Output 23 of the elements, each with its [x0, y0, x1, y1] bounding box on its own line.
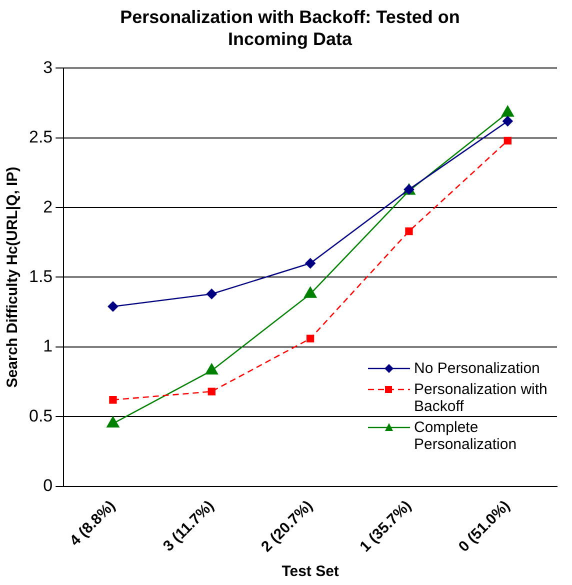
point — [306, 334, 314, 342]
point — [109, 396, 117, 404]
legend-label: Complete Personalization — [414, 419, 518, 453]
point — [502, 116, 513, 126]
point — [504, 136, 512, 144]
y-tick-label: 0.5 — [28, 406, 53, 426]
legend-label: Personalization with Backoff — [414, 381, 548, 415]
chart-title: Personalization with Backoff: Tested on Incoming Data — [119, 6, 461, 50]
y-tick-label: 1 — [43, 336, 53, 356]
point — [208, 388, 216, 396]
point — [305, 258, 316, 268]
y-axis-title: Search Difficulty Hc(URL|Q, IP) — [4, 166, 22, 388]
y-tick-label: 1.5 — [28, 266, 53, 286]
y-tick-label: 0 — [43, 476, 53, 495]
y-tick-label: 3 — [43, 58, 53, 77]
point — [108, 301, 118, 312]
x-axis-title: Test Set — [282, 563, 339, 580]
y-tick-label: 2 — [43, 197, 53, 216]
y-tick-label: 2.5 — [28, 128, 53, 147]
point — [501, 106, 514, 117]
point — [206, 288, 217, 300]
point — [405, 227, 413, 236]
legend-label: No Personalization — [414, 360, 540, 377]
